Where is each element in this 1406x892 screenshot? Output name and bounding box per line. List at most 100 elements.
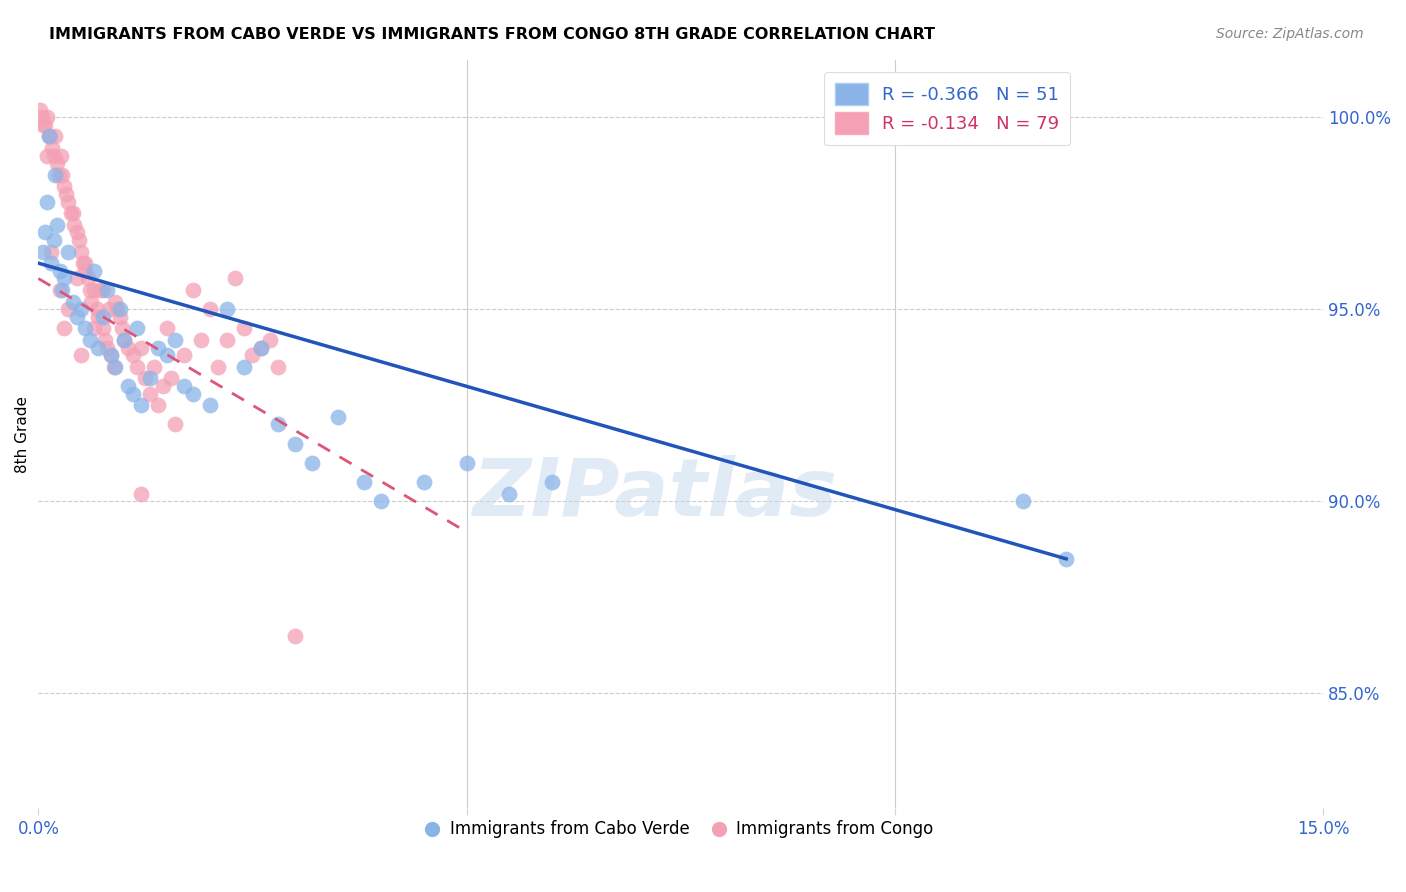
Point — [41, 141, 63, 155]
Point — [100, 348, 122, 362]
Point — [224, 271, 246, 285]
Point — [412, 475, 434, 489]
Point — [49, 148, 72, 162]
Point — [79, 333, 101, 347]
Point — [215, 302, 238, 317]
Point — [62, 294, 84, 309]
Point — [370, 494, 392, 508]
Point — [112, 333, 135, 347]
Point — [301, 456, 323, 470]
Point — [129, 341, 152, 355]
Point — [129, 486, 152, 500]
Point — [94, 333, 117, 347]
Point — [69, 233, 91, 247]
Point — [456, 456, 478, 470]
Point — [215, 333, 238, 347]
Point — [160, 371, 183, 385]
Point — [28, 103, 51, 117]
Point — [207, 359, 229, 374]
Point — [44, 168, 66, 182]
Point — [35, 148, 58, 162]
Point — [39, 244, 62, 259]
Point — [97, 302, 120, 317]
Point — [198, 302, 221, 317]
Point — [165, 417, 187, 432]
Point — [96, 341, 118, 355]
Point — [232, 321, 254, 335]
Point — [181, 283, 204, 297]
Point — [58, 244, 80, 259]
Point — [48, 264, 70, 278]
Point — [51, 283, 73, 297]
Point — [100, 348, 122, 362]
Point — [70, 348, 93, 362]
Point — [48, 283, 70, 297]
Point — [89, 283, 111, 297]
Point — [75, 256, 97, 270]
Point — [58, 194, 80, 209]
Point — [121, 348, 143, 362]
Point — [143, 359, 166, 374]
Point — [104, 294, 127, 309]
Point — [1012, 494, 1035, 508]
Legend: Immigrants from Cabo Verde, Immigrants from Congo: Immigrants from Cabo Verde, Immigrants f… — [422, 814, 941, 845]
Point — [31, 244, 53, 259]
Point — [87, 341, 110, 355]
Point — [284, 436, 307, 450]
Point — [53, 271, 76, 285]
Point — [121, 386, 143, 401]
Point — [541, 475, 564, 489]
Point — [148, 398, 170, 412]
Point — [105, 302, 128, 317]
Point — [112, 333, 135, 347]
Point — [34, 226, 56, 240]
Point — [117, 379, 139, 393]
Point — [53, 321, 76, 335]
Point — [34, 118, 56, 132]
Point — [267, 359, 290, 374]
Point — [111, 321, 134, 335]
Point — [75, 264, 97, 278]
Point — [250, 341, 273, 355]
Point — [326, 409, 349, 424]
Point — [242, 348, 264, 362]
Point — [31, 110, 53, 124]
Point — [165, 333, 187, 347]
Point — [80, 294, 103, 309]
Text: Source: ZipAtlas.com: Source: ZipAtlas.com — [1216, 27, 1364, 41]
Point — [66, 271, 89, 285]
Point — [91, 321, 114, 335]
Point — [96, 283, 118, 297]
Point — [44, 129, 66, 144]
Point — [156, 348, 179, 362]
Point — [38, 129, 60, 144]
Point — [83, 283, 105, 297]
Point — [59, 206, 82, 220]
Point — [32, 118, 55, 132]
Point — [72, 256, 94, 270]
Point — [91, 283, 114, 297]
Point — [125, 359, 148, 374]
Point — [35, 110, 58, 124]
Point — [86, 302, 108, 317]
Point — [1054, 551, 1077, 566]
Point — [156, 321, 179, 335]
Point — [284, 629, 307, 643]
Point — [48, 168, 70, 182]
Point — [63, 218, 86, 232]
Point — [134, 371, 156, 385]
Point — [39, 256, 62, 270]
Point — [62, 206, 84, 220]
Point — [125, 321, 148, 335]
Point — [35, 194, 58, 209]
Point — [75, 321, 97, 335]
Point — [42, 233, 65, 247]
Point — [173, 379, 195, 393]
Point — [353, 475, 375, 489]
Point — [70, 302, 93, 317]
Point — [138, 371, 160, 385]
Point — [267, 417, 290, 432]
Point — [51, 168, 73, 182]
Point — [77, 271, 100, 285]
Point — [104, 359, 127, 374]
